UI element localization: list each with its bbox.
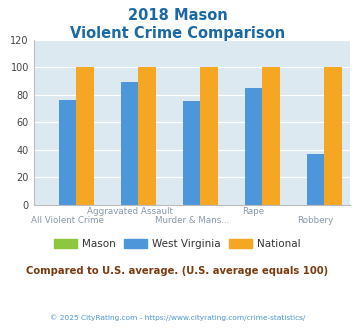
- Text: All Violent Crime: All Violent Crime: [31, 216, 104, 225]
- Text: © 2025 CityRating.com - https://www.cityrating.com/crime-statistics/: © 2025 CityRating.com - https://www.city…: [50, 314, 305, 321]
- Bar: [307, 154, 324, 205]
- Bar: [59, 100, 76, 205]
- Legend: Mason, West Virginia, National: Mason, West Virginia, National: [50, 235, 305, 253]
- Bar: [76, 67, 94, 205]
- Text: Violent Crime Comparison: Violent Crime Comparison: [70, 26, 285, 41]
- Bar: [121, 82, 138, 205]
- Text: 2018 Mason: 2018 Mason: [128, 8, 227, 23]
- Bar: [200, 67, 218, 205]
- Text: Aggravated Assault: Aggravated Assault: [87, 207, 173, 216]
- Text: Robbery: Robbery: [297, 216, 334, 225]
- Bar: [324, 67, 342, 205]
- Bar: [245, 88, 262, 205]
- Text: Rape: Rape: [242, 207, 265, 216]
- Text: Compared to U.S. average. (U.S. average equals 100): Compared to U.S. average. (U.S. average …: [26, 266, 329, 276]
- Bar: [138, 67, 156, 205]
- Bar: [262, 67, 280, 205]
- Text: Murder & Mans...: Murder & Mans...: [154, 216, 229, 225]
- Bar: [183, 102, 200, 205]
